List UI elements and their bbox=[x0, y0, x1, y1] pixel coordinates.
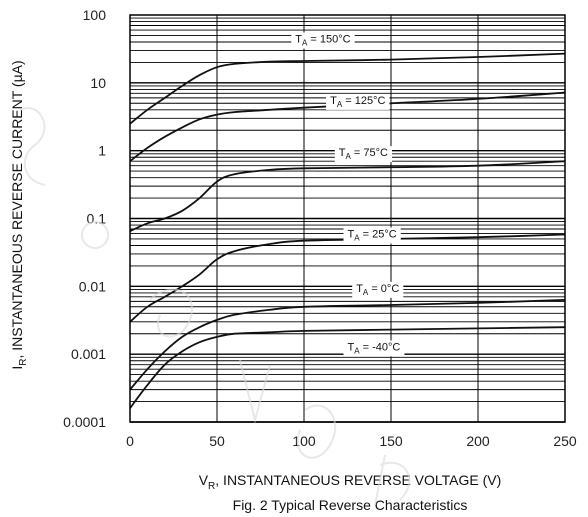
series-line-0 bbox=[129, 52, 566, 125]
series-label-3: TA = 25°C bbox=[343, 227, 401, 244]
series-label-5: TA = -40°C bbox=[343, 340, 405, 357]
series-label-main: T bbox=[356, 283, 363, 295]
series-line-5 bbox=[129, 326, 566, 409]
x-tick-label: 150 bbox=[379, 433, 403, 449]
series-label-text: TA = 125°C bbox=[330, 95, 385, 109]
curve-labels: TA = 150°CTA = 125°CTA = 75°CTA = 25°CTA… bbox=[291, 32, 405, 357]
x-tick-label: 0 bbox=[126, 433, 134, 449]
x-tick-labels: 0 50 100 150 200 250 bbox=[126, 433, 577, 449]
y-axis-title-sub: R bbox=[18, 359, 29, 366]
series-label-sub: A bbox=[363, 288, 369, 297]
y-tick-label: 10 bbox=[90, 75, 106, 91]
series-label-text: TA = 25°C bbox=[348, 229, 397, 243]
y-tick-label: 1 bbox=[98, 143, 106, 159]
series-label-rest: = 0°C bbox=[368, 283, 399, 295]
series-label-4: TA = 0°C bbox=[352, 281, 404, 298]
series-label-main: T bbox=[330, 95, 337, 107]
y-tick-label: 0.01 bbox=[79, 278, 106, 294]
series-label-2: TA = 75°C bbox=[334, 146, 393, 163]
series-label-rest: = 25°C bbox=[360, 229, 397, 241]
x-axis-title-sub: R bbox=[208, 481, 215, 492]
series-label-rest: = 125°C bbox=[342, 95, 385, 107]
x-tick-label: 250 bbox=[553, 433, 577, 449]
series-label-rest: = 75°C bbox=[351, 147, 388, 159]
y-axis-title: IR, INSTANTANEOUS REVERSE CURRENT (µA) bbox=[9, 60, 29, 369]
x-tick-label: 100 bbox=[292, 433, 316, 449]
series-label-bg bbox=[334, 146, 393, 163]
series-label-bg bbox=[352, 281, 404, 298]
series-line-4 bbox=[129, 299, 566, 391]
x-axis-title-rest: , INSTANTANEOUS REVERSE VOLTAGE (V) bbox=[215, 472, 501, 488]
series-label-text: TA = 75°C bbox=[339, 147, 388, 161]
series-label-sub: A bbox=[302, 39, 308, 48]
y-axis-title-rest: , INSTANTANEOUS REVERSE CURRENT (µA) bbox=[9, 60, 25, 358]
y-tick-label: 0.0001 bbox=[63, 414, 106, 430]
series-label-bg bbox=[291, 32, 355, 49]
x-axis-title: VR, INSTANTANEOUS REVERSE VOLTAGE (V) bbox=[199, 472, 502, 492]
series-label-bg bbox=[343, 227, 401, 244]
series-label-1: TA = 125°C bbox=[326, 93, 390, 110]
y-axis-title-main: I bbox=[9, 366, 25, 370]
x-tick-label: 200 bbox=[466, 433, 490, 449]
series-label-main: T bbox=[348, 341, 355, 353]
series-label-bg bbox=[343, 340, 405, 357]
series-line-2 bbox=[129, 160, 566, 233]
grid bbox=[130, 15, 565, 423]
series-label-sub: A bbox=[354, 234, 360, 243]
series-label-main: T bbox=[348, 229, 355, 241]
y-tick-labels: 0.0001 0.001 0.01 0.1 1 10 100 bbox=[63, 7, 106, 430]
y-tick-label: 100 bbox=[83, 7, 107, 23]
series-label-text: TA = 150°C bbox=[295, 34, 350, 48]
series-label-text: TA = 0°C bbox=[356, 283, 399, 297]
series-label-rest: = -40°C bbox=[360, 341, 401, 353]
series-label-sub: A bbox=[337, 100, 343, 109]
series-label-text: TA = -40°C bbox=[348, 341, 401, 355]
x-axis-title-main: V bbox=[199, 472, 209, 488]
series-label-sub: A bbox=[346, 152, 352, 161]
series-line-1 bbox=[129, 91, 566, 162]
y-tick-label: 0.001 bbox=[71, 346, 106, 362]
series-label-rest: = 150°C bbox=[307, 34, 350, 46]
series-label-bg bbox=[326, 93, 390, 110]
series-label-main: T bbox=[295, 34, 302, 46]
figure-caption: Fig. 2 Typical Reverse Characteristics bbox=[233, 497, 468, 513]
y-tick-label: 0.1 bbox=[87, 211, 107, 227]
series-label-0: TA = 150°C bbox=[291, 32, 355, 49]
plot-frame bbox=[129, 14, 566, 423]
series-label-sub: A bbox=[354, 346, 360, 355]
series-line-3 bbox=[129, 233, 566, 323]
x-tick-label: 50 bbox=[209, 433, 225, 449]
series-label-main: T bbox=[339, 147, 346, 159]
